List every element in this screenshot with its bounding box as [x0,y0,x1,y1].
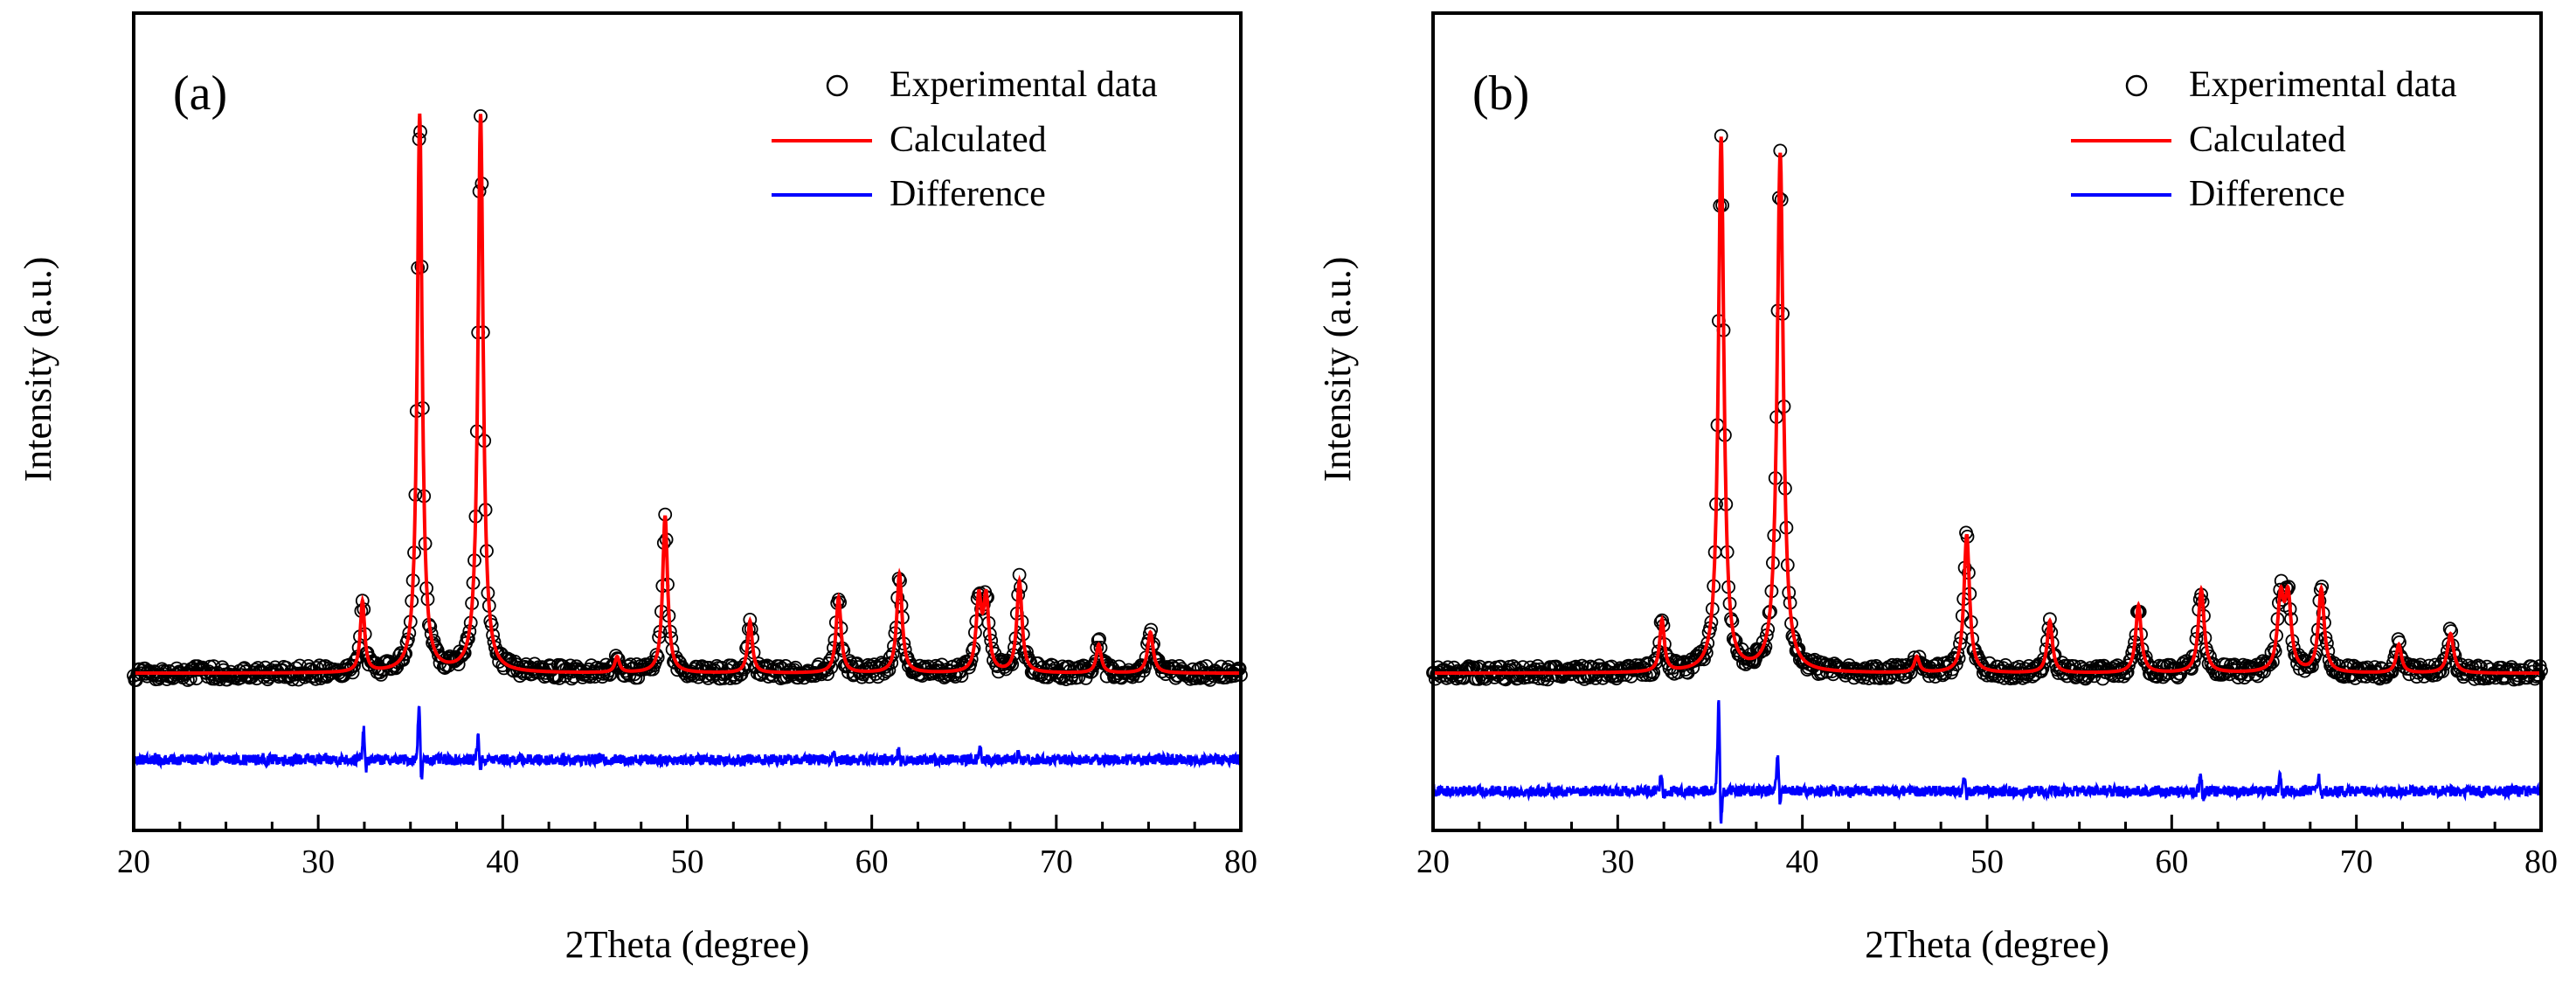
experimental-data-series-a [127,108,1248,687]
plot-frame-a [132,11,1243,832]
x-ticks-a: 20 30 40 50 60 70 80 [117,815,1257,880]
experimental-point [611,652,626,667]
experimental-point [960,655,975,670]
x-tick-label: 70 [1040,844,1073,880]
panel-b: 20 30 40 50 60 70 80 (b) 2Theta (degree) Inten… [1316,11,2558,966]
legend-label-experimental-a: Experimental data [890,65,1158,105]
calculated-curve-b [1433,136,2541,675]
x-ticks-b: 20 30 40 50 60 70 80 [1416,815,2558,880]
panel-label-a: (a) [173,66,227,121]
panel-label-b: (b) [1472,66,1529,121]
legend-label-difference-b: Difference [2189,174,2345,214]
legend-marker-experimental-b [2125,74,2148,97]
x-tick-label: 50 [671,844,704,880]
panel-a: 20 30 40 50 60 70 80 (a) 2Theta (degree) Inten… [17,11,1257,966]
experimental-point [1695,649,1710,664]
legend-label-calculated-a: Calculated [890,120,1047,160]
difference-curve-b [1431,699,2543,824]
x-tick-label: 40 [486,844,519,880]
x-tick-label: 30 [1601,844,1634,880]
calculated-curve-a [134,113,1241,675]
x-tick-label: 20 [117,844,150,880]
x-tick-label: 20 [1416,844,1450,880]
legend-b: Experimental data Calculated Difference [2071,65,2457,214]
experimental-point [615,661,629,676]
y-axis-title-b: Intensity (a.u.) [1316,257,1359,483]
x-axis-title-a: 2Theta (degree) [565,923,810,966]
x-axis-title-b: 2Theta (degree) [1865,923,2109,966]
x-tick-label: 40 [1786,844,1819,880]
legend-label-calculated-b: Calculated [2189,120,2346,160]
x-tick-label: 80 [2524,844,2558,880]
y-axis-title-a: Intensity (a.u.) [17,257,59,483]
legend-label-difference-a: Difference [890,174,1046,214]
experimental-point [1186,662,1200,677]
x-tick-label: 60 [855,844,889,880]
experimental-point [1824,659,1839,674]
difference-curve-a [132,705,1243,780]
legend-marker-experimental-a [826,74,848,97]
experimental-point [2460,667,2475,682]
legend-label-experimental-b: Experimental data [2189,65,2457,105]
x-tick-label: 80 [1224,844,1257,880]
x-tick-label: 30 [301,844,335,880]
plot-frame-b [1431,11,2543,832]
x-tick-label: 50 [1970,844,2004,880]
experimental-point [347,658,361,673]
x-tick-label: 60 [2155,844,2188,880]
legend-a: Experimental data Calculated Difference [772,65,1158,214]
experimental-data-series-b [1426,128,2548,687]
x-tick-label: 70 [2340,844,2373,880]
experimental-point [1746,654,1761,669]
